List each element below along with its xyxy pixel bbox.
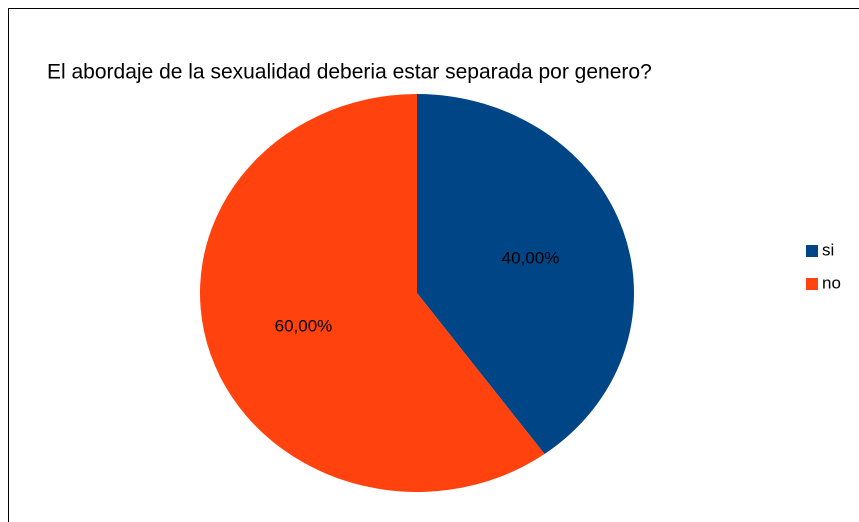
legend-label: si — [822, 240, 834, 259]
legend-label: no — [822, 273, 841, 292]
data-label: 60,00% — [275, 316, 333, 335]
pie-slice — [417, 94, 634, 454]
legend-swatch — [806, 245, 818, 257]
data-label: 40,00% — [502, 249, 560, 268]
legend-swatch — [806, 278, 818, 290]
chart-title: El abordaje de la sexualidad deberia est… — [47, 61, 652, 84]
pie-slice — [199, 94, 545, 493]
